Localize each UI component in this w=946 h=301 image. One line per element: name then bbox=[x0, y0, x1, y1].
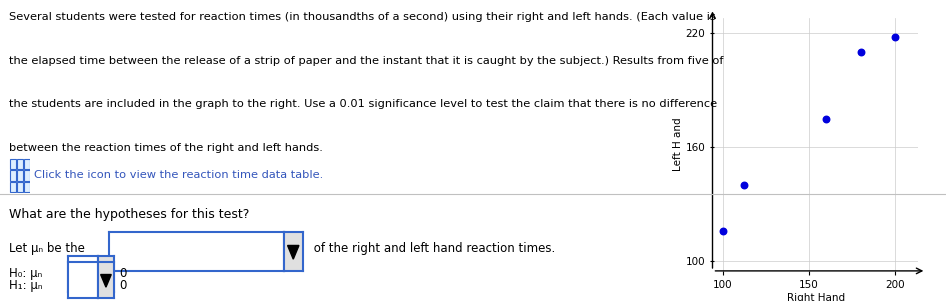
Point bbox=[887, 35, 902, 39]
Text: Click the icon to view the reaction time data table.: Click the icon to view the reaction time… bbox=[34, 169, 324, 180]
Text: Let μₙ be the: Let μₙ be the bbox=[9, 242, 85, 255]
Text: 0: 0 bbox=[119, 267, 127, 281]
Text: Several students were tested for reaction times (in thousandths of a second) usi: Several students were tested for reactio… bbox=[9, 12, 716, 22]
Text: 0: 0 bbox=[119, 279, 127, 293]
Polygon shape bbox=[288, 246, 299, 259]
Y-axis label: Left H and: Left H and bbox=[673, 118, 683, 171]
Polygon shape bbox=[100, 275, 112, 287]
Point bbox=[715, 228, 730, 233]
Bar bbox=[17, 182, 23, 192]
Bar bbox=[24, 170, 29, 181]
Bar bbox=[9, 170, 16, 181]
Text: H₁: μₙ: H₁: μₙ bbox=[9, 279, 43, 293]
Text: the students are included in the graph to the right. Use a 0.01 significance lev: the students are included in the graph t… bbox=[9, 99, 718, 109]
Bar bbox=[9, 159, 16, 169]
Point bbox=[818, 116, 833, 121]
X-axis label: Right Hand: Right Hand bbox=[787, 293, 845, 301]
Bar bbox=[24, 182, 29, 192]
Text: the elapsed time between the release of a strip of paper and the instant that it: the elapsed time between the release of … bbox=[9, 56, 724, 66]
Bar bbox=[24, 159, 29, 169]
Text: What are the hypotheses for this test?: What are the hypotheses for this test? bbox=[9, 208, 250, 221]
Bar bbox=[9, 182, 16, 192]
Point bbox=[853, 50, 868, 55]
Text: of the right and left hand reaction times.: of the right and left hand reaction time… bbox=[310, 242, 555, 255]
Polygon shape bbox=[100, 268, 112, 281]
Text: between the reaction times of the right and left hands.: between the reaction times of the right … bbox=[9, 143, 324, 153]
Bar bbox=[17, 159, 23, 169]
Text: H₀: μₙ: H₀: μₙ bbox=[9, 267, 43, 281]
Bar bbox=[17, 170, 23, 181]
Point bbox=[736, 183, 751, 188]
